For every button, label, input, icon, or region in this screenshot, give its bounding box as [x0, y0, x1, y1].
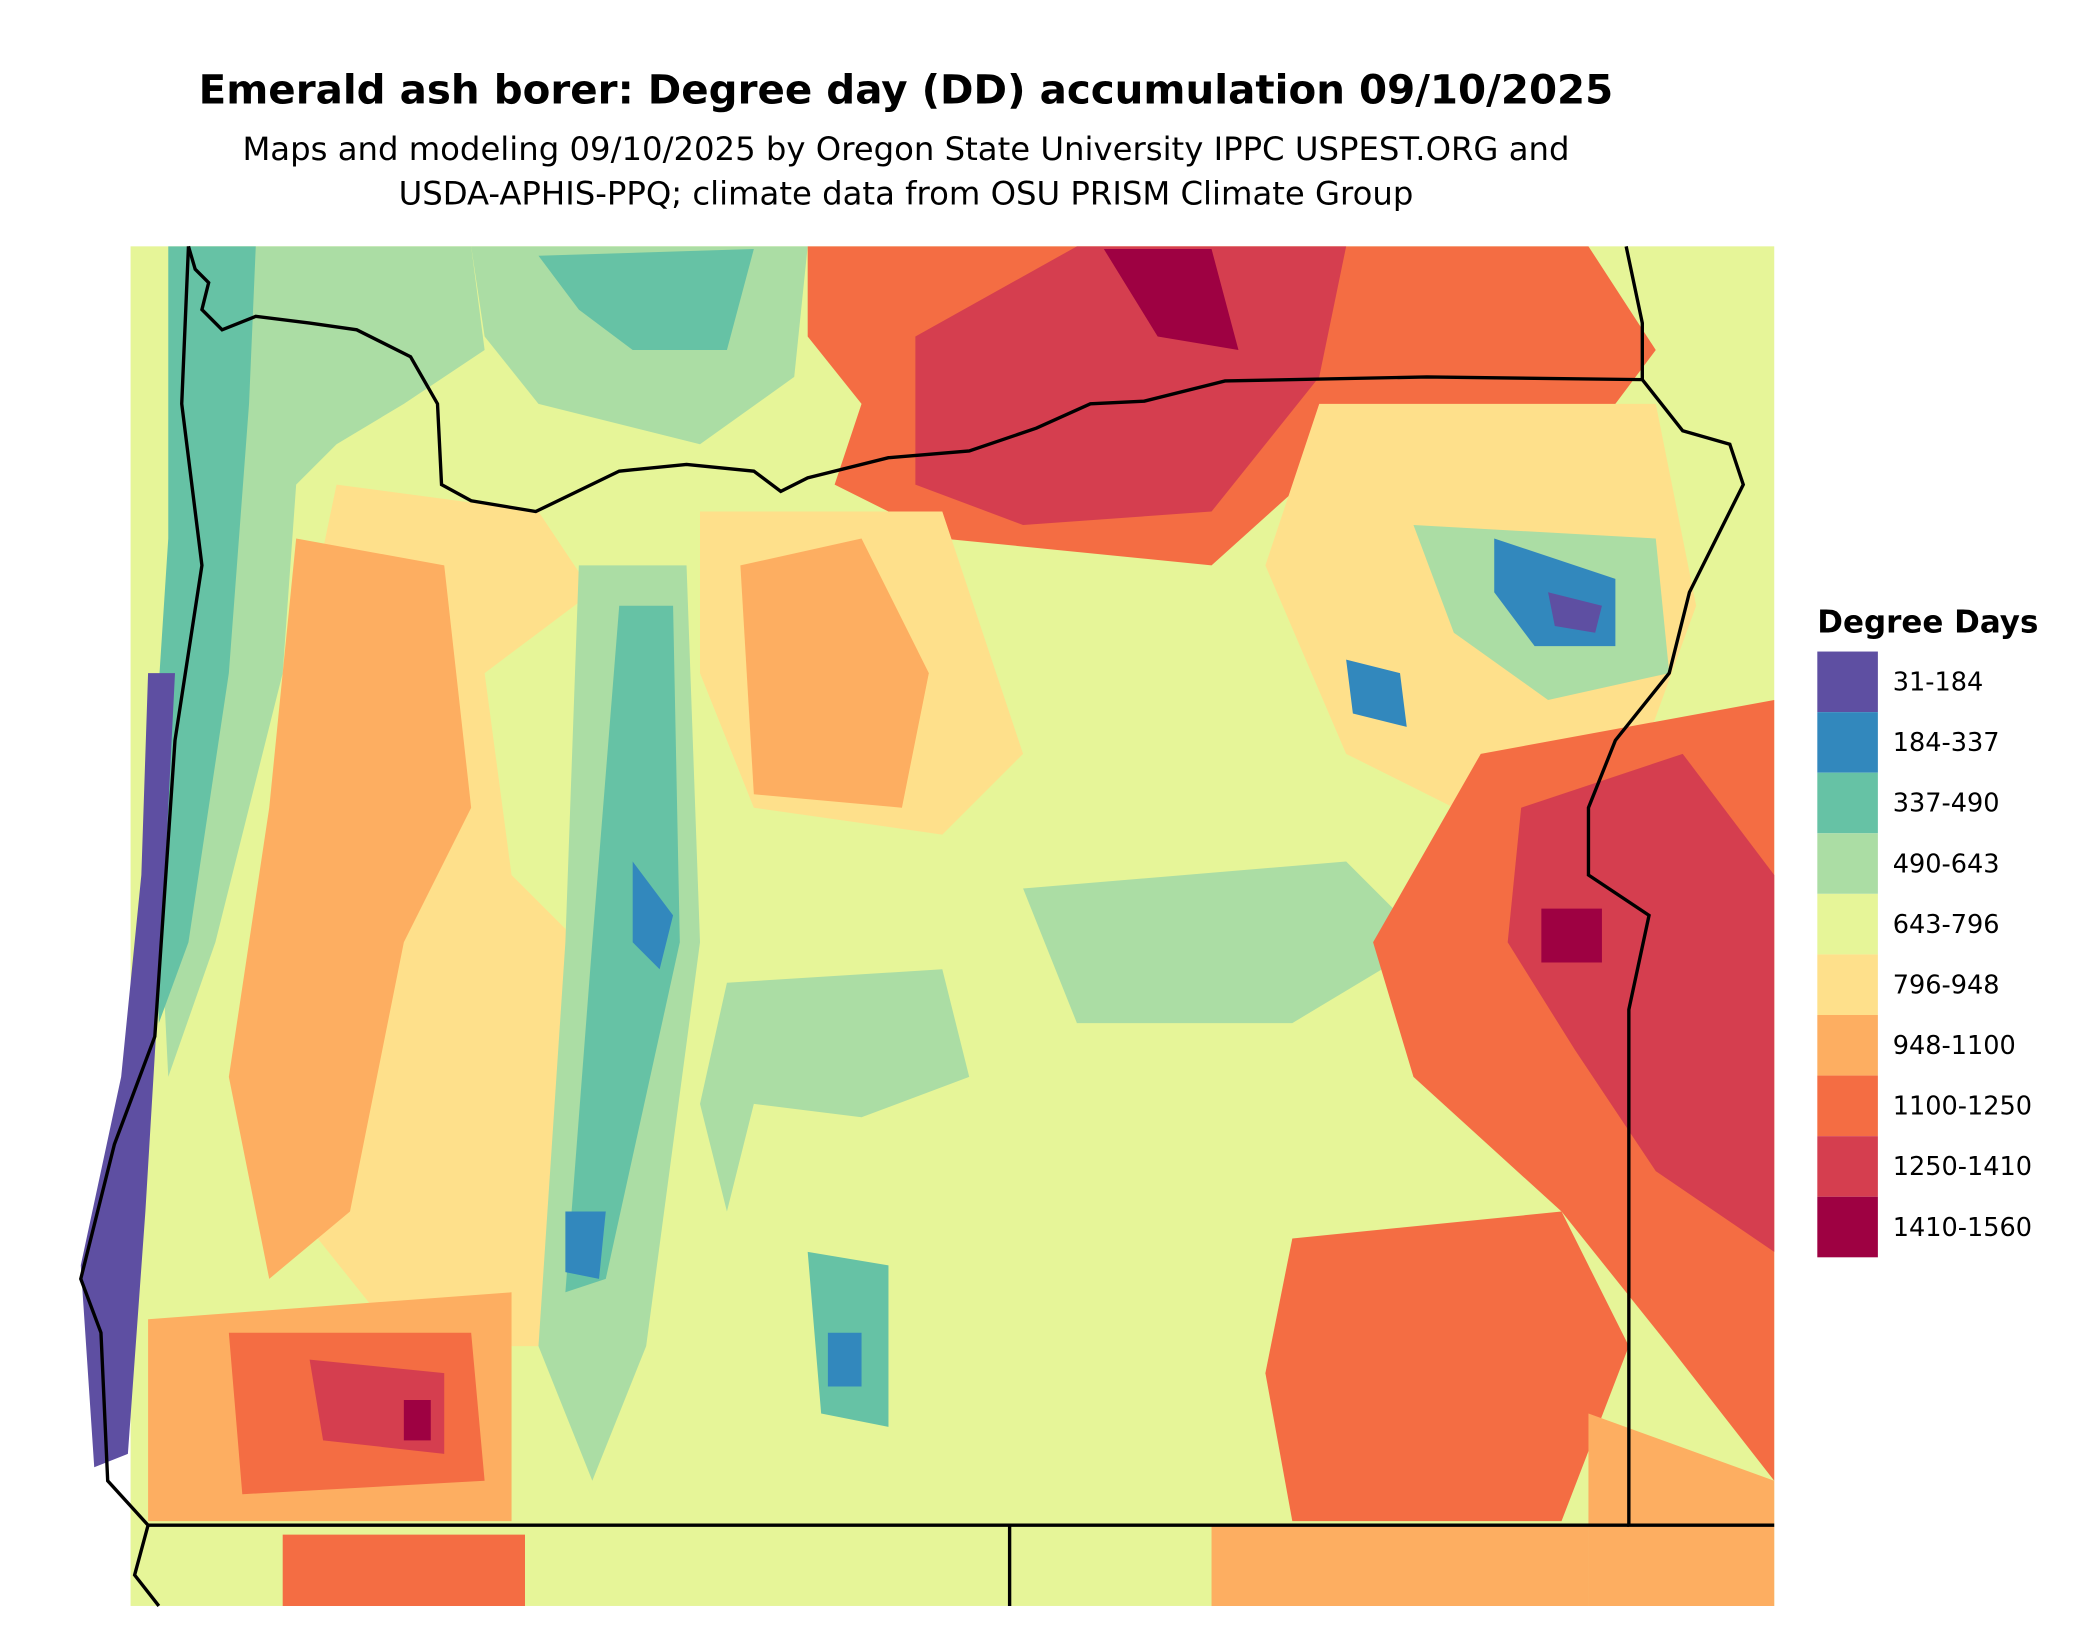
raster-region — [1023, 861, 1427, 1024]
map-subtitle: Maps and modeling 09/10/2025 by Oregon S… — [242, 130, 1569, 168]
raster-region — [1265, 1211, 1629, 1522]
degree-day-raster — [80, 246, 1775, 1606]
raster-region — [282, 1534, 525, 1606]
legend-label: 1250-1410 — [1893, 1152, 2032, 1182]
legend-label: 184-337 — [1893, 728, 2000, 758]
raster-region — [565, 605, 680, 1293]
raster-region — [565, 1211, 606, 1279]
raster-region — [1507, 753, 1775, 1252]
legend-swatch — [1817, 1015, 1878, 1076]
legend-swatch — [1817, 1075, 1878, 1137]
legend-label: 796-948 — [1893, 970, 2000, 1000]
map-title: Emerald ash borer: Degree day (DD) accum… — [199, 67, 1614, 114]
raster-region — [740, 538, 929, 808]
legend-label: 1100-1250 — [1893, 1092, 2032, 1122]
legend-swatch — [1817, 1196, 1878, 1258]
raster-region — [827, 1332, 862, 1387]
legend-label: 643-796 — [1893, 910, 2000, 940]
legend-label: 337-490 — [1893, 789, 2000, 819]
raster-region — [228, 538, 472, 1279]
raster-region — [915, 246, 1347, 525]
raster-region — [1211, 1525, 1589, 1606]
legend-label: 1410-1560 — [1893, 1213, 2032, 1243]
raster-region — [1541, 908, 1602, 963]
raster-region — [1588, 1413, 1775, 1606]
state-borders — [79, 245, 1775, 1607]
map-subtitle: USDA-APHIS-PPQ; climate data from OSU PR… — [399, 175, 1414, 213]
legend-swatch — [1817, 651, 1878, 713]
legend-swatch — [1817, 833, 1878, 894]
legend-label: 490-643 — [1893, 849, 2000, 879]
legend-swatch — [1817, 712, 1878, 773]
legend: 31-184 184-337 337-490 490-643 643-796 796-94… — [1817, 651, 2032, 1258]
legend-swatch — [1817, 954, 1878, 1015]
legend-swatch — [1817, 772, 1878, 834]
raster-region — [632, 861, 674, 970]
raster-region — [700, 969, 970, 1212]
raster-region — [538, 249, 754, 350]
legend-swatch — [1817, 1136, 1878, 1197]
legend-label: 948-1100 — [1893, 1031, 2016, 1061]
raster-region — [1346, 659, 1407, 727]
legend-title: Degree Days — [1817, 605, 2038, 641]
legend-label: 31-184 — [1893, 668, 1984, 698]
raster-region — [403, 1400, 431, 1441]
raster-region — [80, 673, 175, 1468]
raster-region — [150, 246, 256, 1024]
legend-swatch — [1817, 893, 1878, 955]
raster-region — [1103, 249, 1239, 350]
